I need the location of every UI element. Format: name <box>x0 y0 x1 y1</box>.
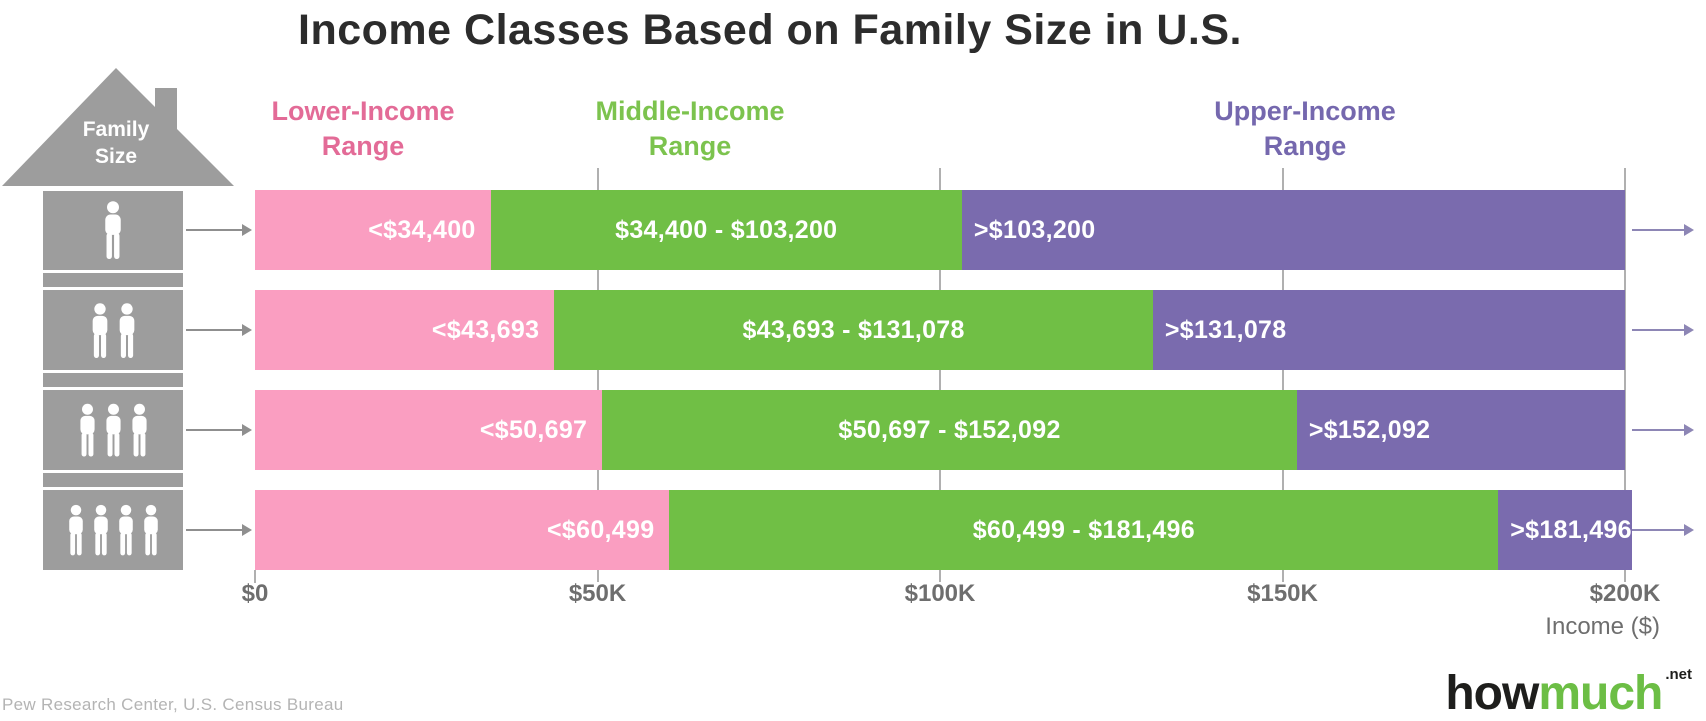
lower-income-segment: <$50,697 <box>255 390 603 470</box>
legend-upper-income-range: Upper-Income Range <box>1214 94 1396 164</box>
family-size-floor-1 <box>43 190 183 270</box>
upper-income-segment: >$152,092 <box>1296 390 1625 470</box>
income-bar-row-family-2: <$43,693 $43,693 - $131,078 >$131,078 <box>255 290 1625 370</box>
roof-triangle-icon <box>2 68 234 186</box>
income-bar-row-family-4: <$60,499 $60,499 - $181,496 >$181,496 <box>255 490 1632 570</box>
logo-text-how: how <box>1445 667 1539 720</box>
row-arrow-right-head-icon <box>1684 424 1694 436</box>
house-wall <box>43 191 183 570</box>
axis-tick-0 <box>254 570 256 583</box>
row-arrow-right-line <box>1632 529 1685 531</box>
wall-separator <box>43 370 183 373</box>
person-icon <box>93 504 108 556</box>
gridline-100K <box>939 168 941 582</box>
row-arrow-right-line <box>1632 229 1685 231</box>
family-size-floor-2 <box>43 290 183 370</box>
row-arrow-left-line <box>186 329 243 331</box>
legend-upper-line1: Upper-Income <box>1214 96 1396 126</box>
page-title: Income Classes Based on Family Size in U… <box>298 6 1242 54</box>
legend-middle-line2: Range <box>648 131 732 162</box>
x-axis-tick-label: $0 <box>241 580 269 607</box>
gridline-150K <box>1281 168 1284 582</box>
row-arrow-left-head-icon <box>242 324 252 336</box>
x-axis-tick-label: $50K <box>568 580 627 607</box>
person-icon <box>131 403 147 457</box>
row-arrow-left-line <box>186 429 243 431</box>
segment-label: >$152,092 <box>1308 415 1431 444</box>
segment-label: >$181,496 <box>1510 515 1632 544</box>
segment-label: >$103,200 <box>973 215 1096 244</box>
upper-income-segment: >$131,078 <box>1152 290 1625 370</box>
upper-income-segment: >$181,496 <box>1498 490 1632 570</box>
wall-separator <box>43 387 183 390</box>
house-roof-icon <box>2 68 234 186</box>
person-icon <box>79 403 95 457</box>
middle-income-segment: $50,697 - $152,092 <box>602 390 1297 470</box>
row-arrow-left-head-icon <box>242 224 252 236</box>
wall-separator <box>43 487 183 490</box>
row-arrow-right-line <box>1632 329 1685 331</box>
segment-label: $43,693 - $131,078 <box>742 315 965 344</box>
x-axis-tick-label: $100K <box>904 580 976 607</box>
legend-lower-line2: Range <box>321 131 405 162</box>
income-bar-row-family-3: <$50,697 $50,697 - $152,092 >$152,092 <box>255 390 1625 470</box>
person-icon <box>68 504 83 556</box>
segment-label: $50,697 - $152,092 <box>838 415 1061 444</box>
lower-income-segment: <$43,693 <box>255 290 555 370</box>
person-icon <box>105 201 121 259</box>
logo-text-net: .net <box>1665 666 1692 683</box>
person-icon <box>143 504 158 556</box>
person-icon <box>92 302 107 358</box>
row-arrow-left-line <box>186 229 243 231</box>
howmuch-logo: howmuch .net <box>1445 666 1692 721</box>
x-axis-tick-label: $200K <box>1589 580 1661 607</box>
income-bar-row-family-1: <$34,400 $34,400 - $103,200 >$103,200 <box>255 190 1625 270</box>
lower-income-segment: <$34,400 <box>255 190 491 270</box>
middle-income-segment: $43,693 - $131,078 <box>554 290 1153 370</box>
upper-income-segment: >$103,200 <box>961 190 1625 270</box>
family-size-floor-3 <box>43 390 183 470</box>
family-size-line1: Family <box>82 118 150 141</box>
bar-chart-plot-area: <$34,400 $34,400 - $103,200 >$103,200 <$43,… <box>254 168 1632 583</box>
legend-middle-line1: Middle-Income <box>595 96 785 126</box>
segment-label: $60,499 - $181,496 <box>972 515 1195 544</box>
middle-income-segment: $60,499 - $181,496 <box>669 490 1499 570</box>
wall-separator <box>43 287 183 290</box>
legend-middle-income-range: Middle-Income Range <box>595 94 784 164</box>
x-axis-title: Income ($) <box>1545 613 1660 640</box>
source-attribution: Pew Research Center, U.S. Census Bureau <box>2 695 344 714</box>
segment-label: <$60,499 <box>547 515 655 544</box>
segment-label: >$131,078 <box>1164 315 1287 344</box>
family-size-label: Family Size <box>41 116 191 171</box>
row-arrow-left-head-icon <box>242 524 252 536</box>
segment-label: <$43,693 <box>431 315 540 344</box>
logo-text-much: much <box>1538 667 1663 720</box>
family-size-line2: Size <box>94 145 138 169</box>
row-arrow-right-head-icon <box>1684 324 1694 336</box>
wall-separator <box>43 470 183 473</box>
wall-separator <box>43 270 183 273</box>
segment-label: <$50,697 <box>479 415 588 444</box>
row-arrow-right-head-icon <box>1684 524 1694 536</box>
person-icon <box>119 302 134 358</box>
legend-upper-line2: Range <box>1263 131 1347 162</box>
row-arrow-right-line <box>1632 429 1685 431</box>
gridline-50K <box>596 168 599 582</box>
person-icon <box>105 403 121 457</box>
segment-label: $34,400 - $103,200 <box>615 215 838 244</box>
legend-lower-income-range: Lower-Income Range <box>271 94 454 164</box>
x-axis-tick-label: $150K <box>1247 580 1318 607</box>
lower-income-segment: <$60,499 <box>255 490 670 570</box>
middle-income-segment: $34,400 - $103,200 <box>490 190 962 270</box>
row-arrow-left-line <box>186 529 243 531</box>
person-icon <box>118 504 133 556</box>
row-arrow-left-head-icon <box>242 424 252 436</box>
legend-lower-line1: Lower-Income <box>271 96 455 126</box>
gridline-200K <box>1624 168 1626 582</box>
segment-label: <$34,400 <box>368 215 476 244</box>
family-size-floor-4 <box>43 490 183 570</box>
row-arrow-right-head-icon <box>1684 224 1694 236</box>
